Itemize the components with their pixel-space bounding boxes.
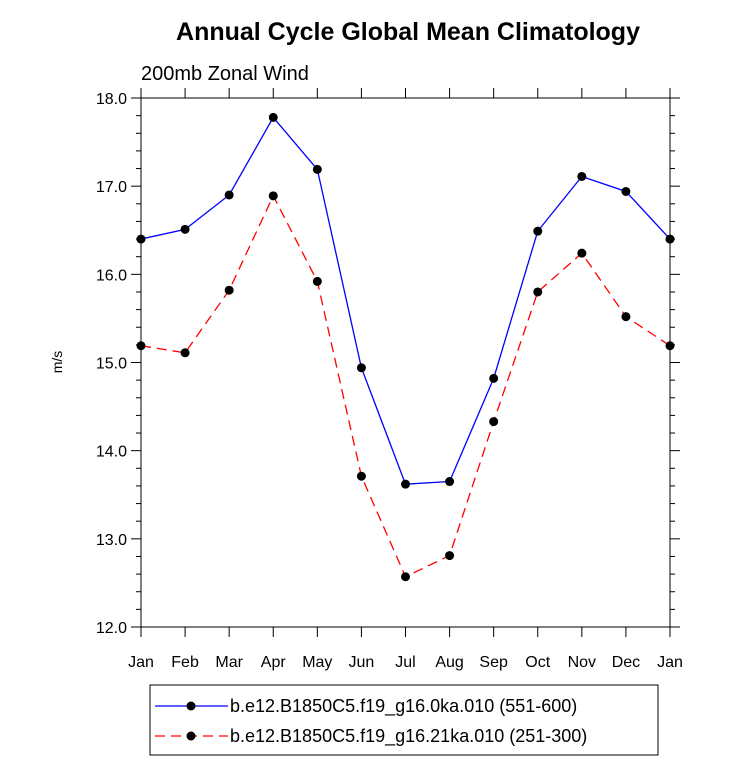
data-point-series-2 [621,312,631,322]
y-tick-label: 15.0 [96,356,127,373]
data-point-series-1 [665,234,675,244]
data-point-series-2 [312,276,322,286]
data-point-series-2 [356,471,366,481]
legend-marker-1 [186,701,196,711]
y-tick-label: 12.0 [96,620,127,637]
y-tick-label: 16.0 [96,267,127,284]
data-point-series-1 [621,186,631,196]
plot-frame [140,97,671,628]
x-tick-label: Jan [128,654,154,671]
data-point-series-2 [180,348,190,358]
data-point-series-1 [268,112,278,122]
x-tick-label: Feb [171,654,199,671]
legend: b.e12.B1850C5.f19_g16.0ka.010 (551-600) b… [149,684,659,756]
data-point-series-1 [224,190,234,200]
plot-area: 12.0 13.0 14.0 15.0 16.0 17.0 18.0 Jan Feb Mar Apr… [96,88,683,671]
data-point-series-2 [136,341,146,351]
legend-label-1: b.e12.B1850C5.f19_g16.0ka.010 (551-600) [230,696,577,717]
chart-title: Annual Cycle Global Mean Climatology [176,18,640,46]
x-tick-label: Apr [261,654,287,671]
y-tick-label: 17.0 [96,179,127,196]
data-point-series-2 [401,572,410,582]
data-point-series-1 [401,479,410,489]
data-point-series-1 [180,224,190,234]
x-tick-label: Mar [215,654,243,671]
y-axis-label: m/s [49,351,65,374]
data-point-series-1 [445,477,455,487]
y-tick-label: 13.0 [96,532,127,549]
x-tick-label: Dec [612,654,640,671]
legend-marker-2 [186,731,196,741]
chart-subtitle: 200mb Zonal Wind [141,63,309,85]
x-tick-label: Aug [435,654,463,671]
x-tick-label: Nov [568,654,596,671]
data-point-series-2 [577,248,587,258]
series-line-2 [140,194,671,578]
data-point-series-2 [665,341,675,351]
data-point-series-2 [445,551,455,561]
x-tick-label: Jun [349,654,375,671]
data-point-series-2 [489,417,499,427]
legend-label-2: b.e12.B1850C5.f19_g16.21ka.010 (251-300) [230,726,587,747]
data-point-series-1 [356,363,366,373]
data-point-series-1 [533,226,543,236]
x-tick-label: May [302,654,332,671]
x-tick-label: Sep [479,654,508,671]
x-tick-label: Jan [657,654,683,671]
data-point-series-1 [577,171,587,181]
x-tick-label: Jul [395,654,415,671]
data-point-series-1 [489,373,499,383]
x-tick-label: Oct [525,654,550,671]
data-point-series-1 [136,234,146,244]
data-point-series-2 [268,191,278,201]
y-tick-label: 18.0 [96,91,127,108]
data-point-series-1 [312,164,322,174]
y-tick-label: 14.0 [96,444,127,461]
series-line-1 [140,116,671,485]
data-point-series-2 [224,285,234,295]
data-point-series-2 [533,287,543,297]
legend-box [149,684,659,756]
